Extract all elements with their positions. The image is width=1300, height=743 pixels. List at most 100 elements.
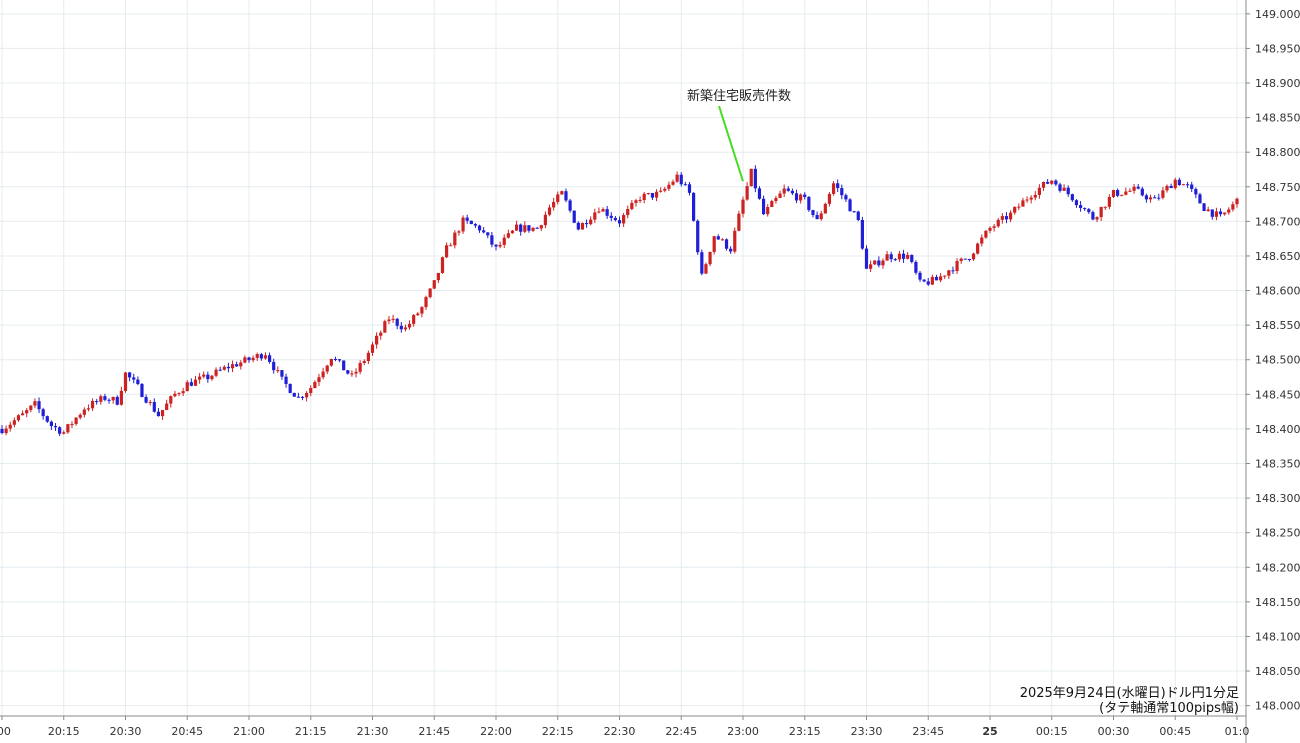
candle-body <box>136 379 140 385</box>
x-tick-label: 21:15 <box>295 725 327 738</box>
x-tick-label: :00 <box>0 725 11 738</box>
candle-body <box>683 184 687 186</box>
y-tick-label: 148.650 <box>1255 250 1300 263</box>
candle-body <box>1021 200 1025 207</box>
y-tick-label: 148.700 <box>1255 215 1300 228</box>
candle-body <box>1140 188 1144 196</box>
candle-body <box>342 360 346 371</box>
candle-body <box>634 200 638 203</box>
x-tick-label: 25 <box>982 725 997 738</box>
candle-body <box>1074 200 1079 206</box>
candle-body <box>0 428 4 434</box>
candle-body <box>1025 199 1029 201</box>
y-tick-label: 148.200 <box>1255 561 1300 574</box>
candle-body <box>222 366 226 370</box>
candle-body <box>1214 211 1219 217</box>
candle-body <box>185 382 189 392</box>
candle-body <box>111 396 115 401</box>
candle-body <box>622 215 626 224</box>
candle-body <box>230 364 235 369</box>
candle-body <box>971 253 976 260</box>
candle-body <box>1190 184 1194 190</box>
candle-body <box>58 427 62 434</box>
candle-body <box>1148 197 1153 200</box>
candle-body <box>272 361 276 371</box>
candle-body <box>939 276 943 281</box>
candle-body <box>1116 190 1120 196</box>
candle-body <box>836 183 840 189</box>
candle-body <box>930 276 934 285</box>
candle-body <box>193 379 198 386</box>
candle-body <box>926 281 930 285</box>
candle-body <box>239 362 243 367</box>
candle-body <box>766 207 770 215</box>
candle-body <box>95 400 99 402</box>
candle-body <box>1169 185 1173 189</box>
candle-body <box>362 360 366 363</box>
candle-body <box>395 318 399 326</box>
candle-body <box>41 409 45 417</box>
candle-body <box>692 192 696 221</box>
candle-body <box>786 188 790 191</box>
y-tick-label: 148.250 <box>1255 527 1300 540</box>
candle-body <box>226 366 231 369</box>
candle-body <box>572 210 576 223</box>
candle-body <box>943 275 947 277</box>
axes <box>0 0 1247 743</box>
candle-body <box>852 211 856 213</box>
candle-body <box>115 396 119 405</box>
candle-body <box>873 260 877 265</box>
candle-body <box>486 232 490 236</box>
candle-body <box>976 243 980 254</box>
candle-body <box>280 370 284 377</box>
candle-body <box>601 209 605 212</box>
candle-body <box>366 352 370 361</box>
candle-body <box>609 215 613 218</box>
candle-body <box>1066 187 1070 195</box>
candle-body <box>1235 198 1239 205</box>
candle-body <box>235 364 239 367</box>
candle-body <box>910 254 914 262</box>
candle-body <box>86 408 91 410</box>
candle-body <box>477 225 482 231</box>
x-tick-label: 22:00 <box>480 725 512 738</box>
candle-body <box>160 409 165 417</box>
candles <box>0 165 1239 437</box>
candle-body <box>996 219 1000 227</box>
candle-body <box>387 319 391 322</box>
candle-body <box>45 416 49 422</box>
candle-body <box>823 203 827 214</box>
candle-body <box>502 237 506 245</box>
candle-body <box>181 391 185 394</box>
candle-body <box>243 357 247 363</box>
candle-body <box>453 232 457 246</box>
candle-body <box>757 188 762 199</box>
candle-body <box>292 392 296 397</box>
candle-body <box>642 193 646 200</box>
candle-body <box>704 264 708 274</box>
y-tick-label: 148.800 <box>1255 146 1300 159</box>
candle-body <box>856 211 860 220</box>
candle-body <box>897 253 902 260</box>
y-tick-label: 148.450 <box>1255 388 1300 401</box>
candle-body <box>1218 211 1223 215</box>
candle-body <box>630 202 634 210</box>
y-tick-label: 148.400 <box>1255 423 1300 436</box>
x-tick-label: 00:30 <box>1098 725 1130 738</box>
candle-body <box>346 370 350 374</box>
news-annotation: 新築住宅販売件数 <box>687 88 791 182</box>
candle-body <box>354 371 358 374</box>
candle-body <box>66 424 70 433</box>
y-tick-label: 148.550 <box>1255 319 1300 332</box>
candle-body <box>1099 206 1103 218</box>
candle-body <box>893 259 897 261</box>
candle-body <box>473 224 478 226</box>
x-tick-label: 23:00 <box>727 725 759 738</box>
x-tick-label: 22:15 <box>542 725 574 738</box>
candle-body <box>679 174 683 185</box>
candle-body <box>498 244 502 247</box>
candle-body <box>1165 185 1169 191</box>
candle-body <box>313 382 317 389</box>
candle-body <box>934 276 939 281</box>
candle-body <box>333 359 338 361</box>
